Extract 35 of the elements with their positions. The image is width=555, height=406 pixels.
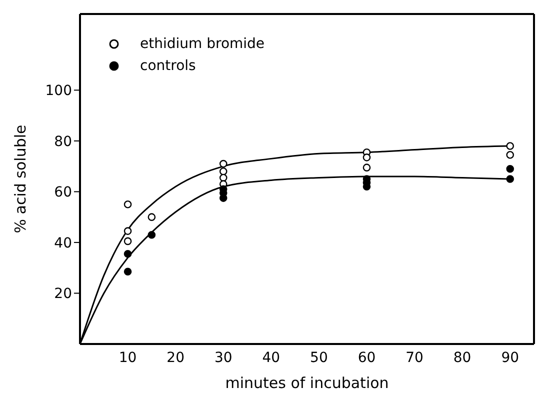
point	[219, 174, 228, 182]
point	[124, 227, 132, 235]
point	[124, 200, 132, 208]
y-tick-label: 100	[45, 83, 72, 100]
y-tick-label: 40	[54, 235, 72, 252]
y-axis-title: % acid soluble	[11, 124, 30, 234]
legend-label: ethidium bromide	[140, 36, 265, 52]
legend-label: controls	[140, 58, 196, 74]
x-tick-label: 90	[501, 350, 520, 366]
point	[148, 230, 156, 239]
point	[506, 175, 514, 183]
x-tick-label: 20	[166, 350, 184, 366]
x-tick-label: 50	[310, 350, 328, 366]
point	[219, 167, 228, 176]
x-tick-label: 10	[118, 350, 137, 366]
point	[148, 213, 156, 221]
point	[506, 142, 514, 150]
point	[362, 154, 371, 162]
point	[219, 194, 228, 202]
y-tick-label: 60	[54, 184, 72, 201]
point	[124, 268, 132, 276]
point	[219, 160, 228, 168]
point	[124, 237, 132, 246]
x-tick-label: 40	[262, 350, 280, 366]
x-axis-title: minutes of incubation	[225, 374, 389, 392]
point	[506, 164, 514, 173]
y-tick-label: 20	[54, 286, 72, 302]
x-tick-label: 60	[358, 350, 376, 366]
point	[124, 250, 132, 258]
x-tick-label: 80	[453, 350, 472, 366]
x-tick-label: 70	[406, 350, 424, 366]
point	[362, 164, 371, 172]
x-tick-label: 30	[214, 350, 232, 366]
point	[506, 150, 514, 159]
y-tick-label: 80	[54, 134, 72, 150]
